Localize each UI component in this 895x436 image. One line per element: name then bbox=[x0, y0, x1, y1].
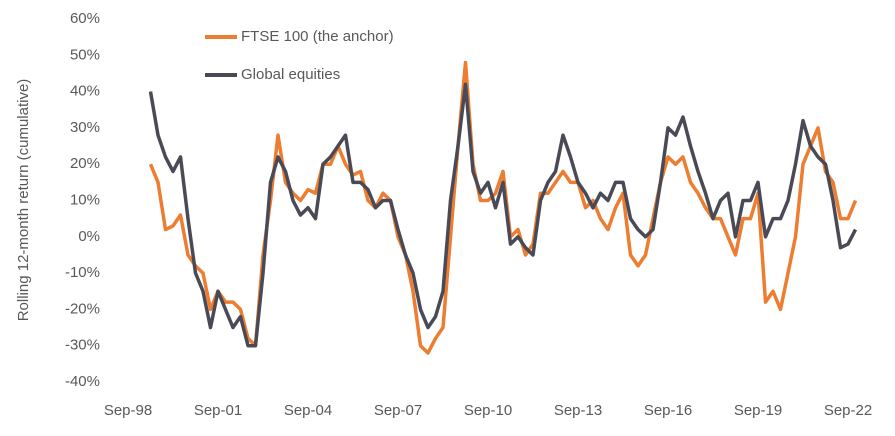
y-tick-label: 20% bbox=[70, 155, 100, 172]
y-tick-label: 30% bbox=[70, 119, 100, 136]
line bbox=[148, 60, 858, 355]
x-tick-label: Sep-98 bbox=[104, 402, 152, 419]
x-tick-label: Sep-13 bbox=[554, 402, 602, 419]
y-axis-title: Rolling 12-month return (cumulative) bbox=[15, 79, 32, 322]
legend-label: FTSE 100 (the anchor) bbox=[241, 28, 394, 45]
y-tick-label: 0% bbox=[78, 228, 100, 245]
x-tick-label: Sep-16 bbox=[644, 402, 692, 419]
y-tick-label: -10% bbox=[65, 264, 100, 281]
x-tick-label: Sep-04 bbox=[284, 402, 332, 419]
line bbox=[148, 82, 858, 348]
y-tick-label: -20% bbox=[65, 300, 100, 317]
y-tick-label: -40% bbox=[65, 373, 100, 390]
legend-label: Global equities bbox=[241, 66, 340, 83]
x-tick-label: Sep-22 bbox=[824, 402, 872, 419]
y-tick-label: 10% bbox=[70, 191, 100, 208]
x-tick-label: Sep-10 bbox=[464, 402, 512, 419]
y-tick-label: 60% bbox=[70, 10, 100, 27]
y-tick-label: -30% bbox=[65, 337, 100, 354]
y-tick-label: 40% bbox=[70, 83, 100, 100]
x-tick-label: Sep-07 bbox=[374, 402, 422, 419]
y-tick-label: 50% bbox=[70, 46, 100, 63]
x-tick-label: Sep-01 bbox=[194, 402, 242, 419]
x-tick-label: Sep-19 bbox=[734, 402, 782, 419]
